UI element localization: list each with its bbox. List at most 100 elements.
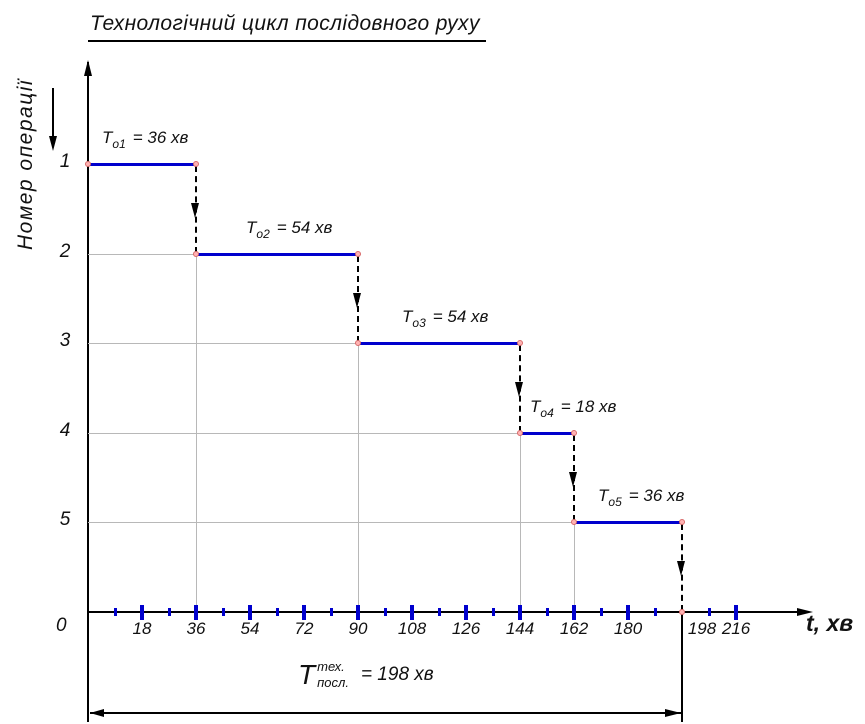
operation-label-subscript: о4 [540,406,554,420]
x-tick-label: 162 [559,619,589,638]
x-minor-tick [492,608,495,616]
operation-segment [88,163,196,166]
x-major-tick [518,605,522,620]
segment-endpoint-marker [355,340,361,346]
x-minor-tick [438,608,441,616]
operation-label: Tо2 = 54 хв [246,218,332,241]
segment-endpoint-marker [517,340,523,346]
segment-endpoint-marker [355,251,361,257]
total-formula-scripts: тех. посл. [317,659,349,690]
x-tick-label: 216 [721,619,751,638]
guide-line-vertical [574,522,575,612]
x-major-tick [356,605,360,620]
total-formula-superscript: тех. [317,659,345,674]
x-major-tick [734,605,738,620]
x-major-tick [572,605,576,620]
y-axis-line [87,62,89,722]
transfer-arrow-icon [677,561,685,576]
operation-label-value: = 36 хв [132,128,189,147]
operation-label: Tо5 = 36 хв [598,486,684,509]
x-major-tick [410,605,414,620]
operation-label: Tо1 = 36 хв [102,128,188,151]
segment-endpoint-marker [571,430,577,436]
x-minor-tick [330,608,333,616]
x-axis-arrowhead-icon [797,608,813,616]
y-tick-label: 3 [59,330,71,351]
x-minor-tick [168,608,171,616]
operation-label-value: = 54 хв [432,307,489,326]
x-tick-label: 36 [186,619,206,638]
transfer-arrow-icon [569,471,577,487]
dimension-line [90,712,681,714]
operation-label-base: T [402,307,413,326]
x-major-tick [626,605,630,620]
operation-segment [574,521,682,524]
y-tick-label: 4 [59,420,71,441]
segment-endpoint-marker [193,251,199,257]
axis-intersection-marker [679,609,685,615]
segment-endpoint-marker [679,519,685,525]
dimension-extension-line [681,612,683,722]
operation-label-value: = 36 хв [628,486,685,505]
dimension-arrow-right-icon [665,709,681,717]
operation-label-base: T [102,128,113,147]
operation-label-base: T [598,486,609,505]
transfer-arrow-icon [515,382,523,397]
x-major-tick [248,605,252,620]
segment-endpoint-marker [193,161,199,167]
origin-zero-label: 0 [56,615,67,636]
guide-line-vertical [358,343,359,612]
operation-label-subscript: о1 [112,137,126,151]
x-tick-label: 198 [687,619,717,638]
x-minor-tick [546,608,549,616]
guide-line-horizontal [88,254,196,255]
transfer-arrow-icon [353,292,361,308]
operation-label-subscript: о2 [256,227,270,241]
total-cycle-formula: T тех. посл. = 198 хв [298,659,434,690]
operation-label: Tо3 = 54 хв [402,307,488,330]
guide-line-horizontal [88,522,574,523]
operation-label-value: = 18 хв [560,397,617,416]
x-major-tick [194,605,198,620]
x-axis-title: t, хв [806,610,854,636]
y-axis-direction-line [52,88,54,138]
total-formula-value: = 198 хв [360,663,434,685]
x-tick-label: 54 [240,619,260,638]
y-tick-label: 2 [59,241,71,262]
x-minor-tick [114,608,117,616]
x-major-tick [464,605,468,620]
guide-line-horizontal [88,433,520,434]
total-formula-base: T [298,658,316,690]
operation-label-value: = 54 хв [276,218,333,237]
segment-endpoint-marker [517,430,523,436]
segment-endpoint-marker [571,519,577,525]
operation-label-base: T [246,218,257,237]
segment-endpoint-marker [85,161,91,167]
x-tick-label: 90 [348,619,368,638]
x-tick-label: 126 [451,619,481,638]
x-axis-line [88,611,798,613]
y-axis-direction-arrow-icon [49,136,57,151]
operation-label-subscript: о5 [608,495,622,509]
operation-segment [196,253,358,256]
x-tick-label: 144 [505,619,535,638]
x-tick-label: 108 [397,619,427,638]
x-minor-tick [384,608,387,616]
x-minor-tick [708,608,711,616]
chart-title: Технологічний цикл послідовного руху [88,12,486,42]
y-axis-title: Номер операції [14,78,37,250]
y-tick-label: 5 [59,509,71,530]
x-tick-label: 180 [613,619,643,638]
x-tick-label: 72 [294,619,314,638]
y-axis-arrowhead-icon [84,60,92,76]
operation-segment [520,432,574,435]
x-minor-tick [654,608,657,616]
guide-line-horizontal [88,343,358,344]
y-tick-label: 1 [59,151,71,172]
operation-segment [358,342,520,345]
total-formula-subscript: посл. [317,674,349,690]
transfer-arrow-icon [191,203,199,218]
x-minor-tick [600,608,603,616]
x-minor-tick [222,608,225,616]
